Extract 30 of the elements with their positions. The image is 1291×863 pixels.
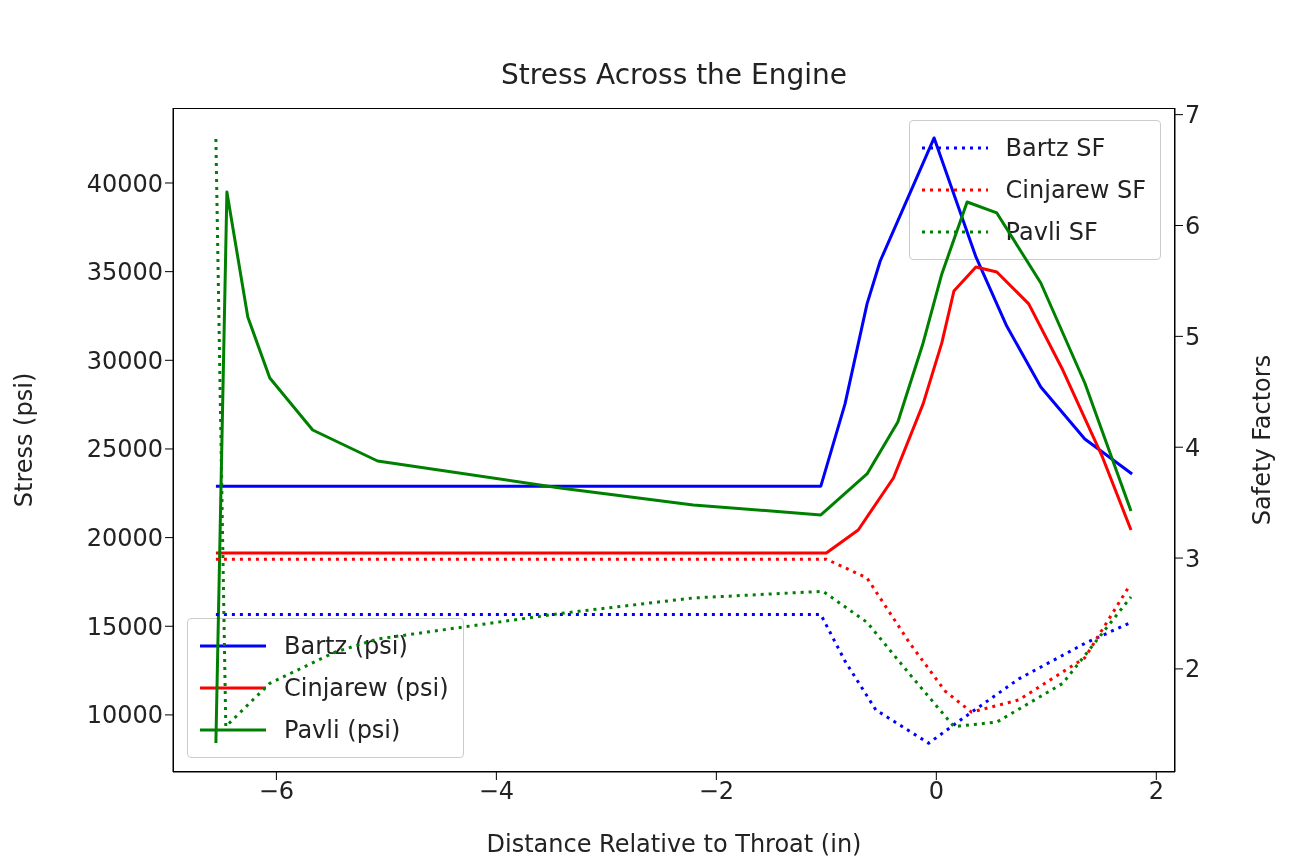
line-series xyxy=(214,557,1131,714)
legend-label: Bartz (psi) xyxy=(284,632,408,660)
y-tick-label: 10000 xyxy=(86,701,163,730)
legend-label: Cinjarew (psi) xyxy=(284,674,449,702)
x-tick-label: −2 xyxy=(698,777,735,806)
legend-label: Cinjarew SF xyxy=(1005,176,1146,204)
y-tick-label: 15000 xyxy=(86,612,163,641)
x-axis-title: Distance Relative to Throat (in) xyxy=(486,830,862,858)
y-axis-title: Stress (psi) xyxy=(9,372,38,508)
x-tick-label: −4 xyxy=(478,777,515,806)
legend-label: Bartz SF xyxy=(1005,134,1106,162)
y2-tick-label: 2 xyxy=(1185,655,1201,684)
x-tick-label: 0 xyxy=(928,777,944,806)
y-tick-label: 20000 xyxy=(86,524,163,553)
y2-tick-label: 7 xyxy=(1185,101,1201,130)
legend-label: Pavli (psi) xyxy=(284,716,401,744)
y2-tick-label: 6 xyxy=(1185,212,1201,241)
y-tick-label: 25000 xyxy=(86,435,163,464)
line-series xyxy=(214,265,1133,555)
y2-axis-title: Safety Factors xyxy=(1247,354,1276,526)
y-tick-label: 30000 xyxy=(86,346,163,375)
y2-tick-label: 5 xyxy=(1185,322,1201,351)
y-tick-label: 40000 xyxy=(86,169,163,198)
x-tick-label: 2 xyxy=(1148,777,1164,806)
y2-tick-label: 4 xyxy=(1185,433,1201,462)
y2-tick-label: 3 xyxy=(1185,544,1201,573)
x-tick-label: −6 xyxy=(258,777,295,806)
y-tick-label: 35000 xyxy=(86,258,163,287)
legend-label: Pavli SF xyxy=(1005,218,1098,246)
chart-title: Stress Across the Engine xyxy=(500,58,848,91)
